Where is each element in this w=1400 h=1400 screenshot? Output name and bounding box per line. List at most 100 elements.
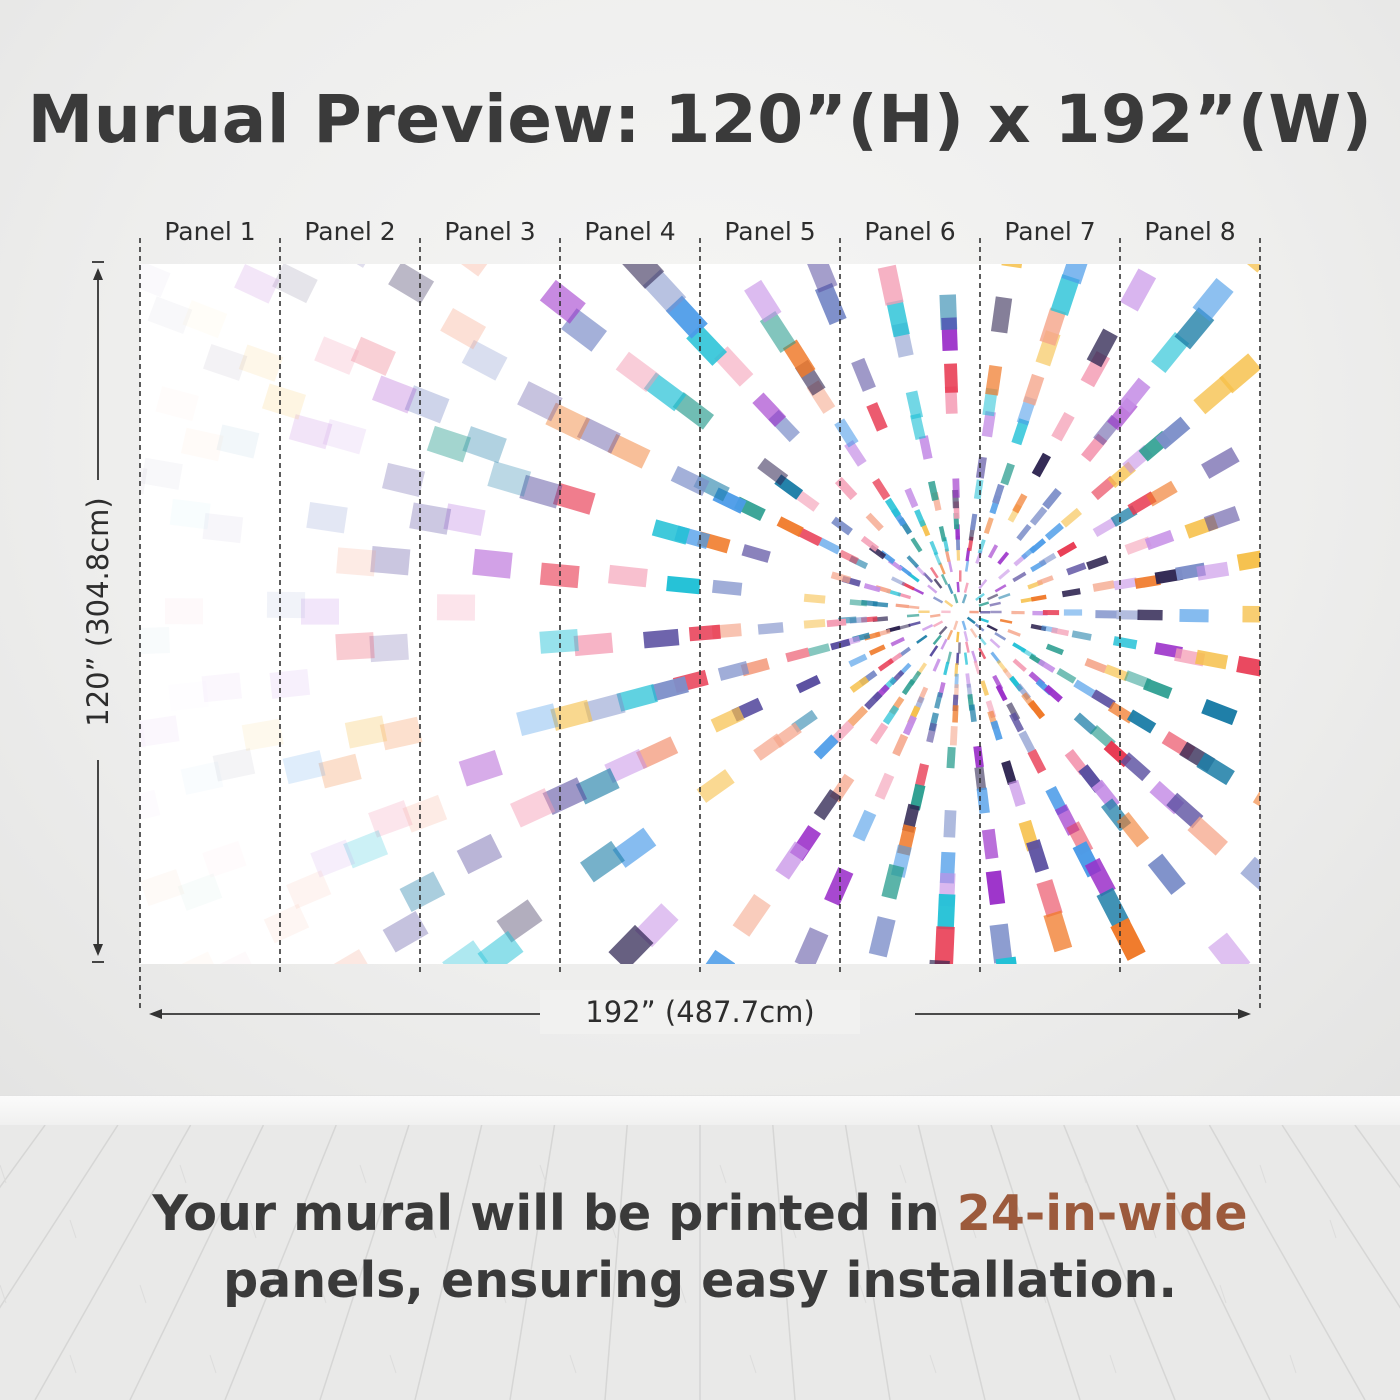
burst-tile [981,410,996,438]
burst-tile [865,512,884,532]
burst-tile [510,788,556,828]
burst-tile [938,562,946,575]
burst-tile [1091,689,1116,710]
burst-tile [1187,816,1228,856]
floor-plank-line [0,1125,119,1309]
burst-tile [310,839,356,878]
burst-tile [269,668,311,699]
burst-tile [785,647,810,663]
burst-tile [1113,577,1138,591]
burst-tile [868,916,896,958]
burst-tile [918,435,933,460]
burst-tile [1120,268,1157,312]
burst-tile [1252,784,1260,823]
burst-tile [804,264,838,293]
burst-tile [141,458,183,490]
panel-label-5: Panel 5 [724,217,816,246]
burst-tile [986,624,998,632]
burst-tile [938,625,948,636]
burst-tile [1012,658,1027,672]
burst-tile [963,652,969,665]
caption-part-1: Your mural will be printed in [152,1185,957,1242]
burst-tile [994,632,1007,641]
burst-tile [906,613,920,618]
burst-tile [971,650,978,664]
floor-plank-joint [499,1284,507,1304]
burst-tile [999,618,1013,624]
burst-tile [539,562,580,589]
floor-plank-joint [719,1164,727,1184]
caption-part-2: panels, ensuring easy installation. [223,1252,1177,1309]
burst-tile [987,593,999,601]
burst-tile [944,363,959,393]
burst-tile [1073,679,1096,698]
burst-tile [757,457,789,486]
burst-tile [616,684,658,712]
floor-plank-line [0,1125,46,1189]
burst-tile [997,551,1010,565]
burst-tile [686,324,728,366]
burst-tile [1086,328,1118,368]
panel-label-4: Panel 4 [584,217,676,246]
burst-tile [202,840,247,878]
burst-tile [955,652,960,666]
burst-tile [973,745,984,768]
burst-tile [976,787,990,814]
burst-tile [881,863,905,900]
burst-tile [714,346,754,387]
burst-tile [934,926,955,964]
burst-tile [803,618,826,629]
burst-tile [212,748,256,782]
floor-plank-line [129,1125,265,1400]
burst-tile [1084,857,1116,897]
burst-tile [170,499,211,530]
burst-tile [710,706,745,733]
burst-tile [442,940,489,964]
burst-tile [890,636,905,647]
burst-tile [635,736,679,770]
floor-plank-joint [1329,1219,1337,1239]
burst-tile [890,576,906,587]
page-title: Murual Preview: 120”(H) x 192”(W) [27,81,1373,158]
burst-tile [1236,655,1260,679]
burst-tile [813,789,841,821]
burst-tile [932,634,942,645]
burst-tile [872,478,891,501]
burst-tile [830,638,851,651]
burst-tile [905,390,924,420]
burst-tile [517,381,563,422]
burst-tile [937,893,956,930]
burst-tile [981,828,999,860]
burst-tile [583,692,626,723]
burst-tile [741,544,771,563]
burst-tile [834,476,858,501]
burst-tile [831,720,854,744]
burst-tile [987,544,999,559]
burst-tile [995,684,1008,702]
burst-tile [1056,541,1078,558]
burst-tile [1196,561,1230,581]
mural-artwork [140,264,1260,964]
burst-tile [932,658,941,672]
burst-tile [140,715,180,747]
burst-tile [1196,752,1235,786]
floor-plank-line [990,1125,1081,1400]
burst-tile [849,676,870,693]
burst-tile [983,517,994,535]
burst-tile [1016,524,1032,541]
burst-tile [961,593,968,604]
burst-tile [965,641,970,653]
burst-tile [399,871,446,913]
burst-tile [897,623,911,631]
burst-tile [440,307,487,350]
floor-plank-line [604,1125,628,1400]
panel-label-3: Panel 3 [444,217,536,246]
burst-tile [140,790,160,824]
burst-tile [1012,571,1027,583]
burst-tile [1022,373,1045,406]
burst-tile [670,465,710,497]
floor-plank-joint [1079,1164,1087,1184]
burst-tile [1240,856,1260,899]
burst-tile [974,623,985,632]
burst-tile [1043,910,1073,953]
